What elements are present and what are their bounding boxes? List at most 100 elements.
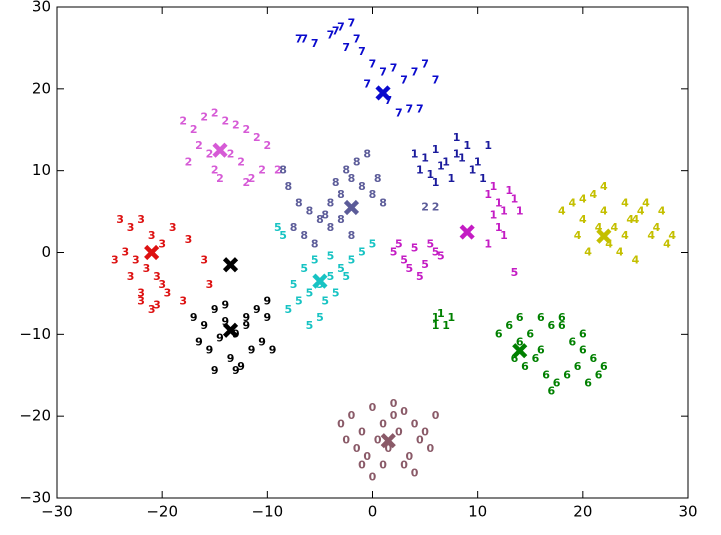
- point: 9: [211, 303, 219, 316]
- point: 1: [448, 172, 456, 185]
- point: 6: [526, 327, 534, 340]
- point: 4: [579, 192, 587, 205]
- point: 5: [332, 286, 340, 299]
- point: 0: [405, 450, 413, 463]
- point: 3: [137, 295, 145, 308]
- point: 5: [437, 250, 445, 263]
- point: 8: [358, 180, 366, 193]
- point: 0: [358, 458, 366, 471]
- point: 1: [442, 319, 450, 332]
- point: 3: [122, 246, 130, 259]
- point: 8: [337, 213, 345, 226]
- point: 3: [127, 221, 135, 234]
- point: 1: [437, 160, 445, 173]
- point: 0: [395, 426, 403, 439]
- point: 7: [411, 65, 419, 78]
- point: 4: [642, 196, 650, 209]
- point: 1: [490, 180, 498, 193]
- point: 5: [432, 246, 440, 259]
- point: 5: [279, 229, 287, 242]
- point: 3: [200, 254, 208, 267]
- point: 3: [169, 221, 177, 234]
- point: 1: [437, 307, 445, 320]
- point: 9: [232, 364, 240, 377]
- point: 9: [264, 295, 272, 308]
- point: 9: [258, 336, 266, 349]
- point: 7: [358, 45, 366, 58]
- point: 6: [537, 344, 545, 357]
- x-tick-label: −30: [41, 503, 73, 521]
- point: 4: [611, 221, 619, 234]
- point: 8: [306, 205, 314, 218]
- point: 0: [374, 434, 382, 447]
- point: 6: [521, 360, 529, 373]
- point: 0: [400, 458, 408, 471]
- center-marker: [459, 224, 475, 240]
- point: 5: [348, 254, 356, 267]
- point: 8: [327, 196, 335, 209]
- y-tick-label: 0: [41, 243, 51, 261]
- point: 6: [537, 311, 545, 324]
- point: 1: [427, 168, 435, 181]
- point: 7: [416, 102, 424, 115]
- center-marker: [512, 343, 528, 359]
- point: 9: [200, 319, 208, 332]
- point: 0: [358, 426, 366, 439]
- point: 6: [600, 360, 608, 373]
- point: 2: [253, 131, 261, 144]
- point: 5: [337, 262, 345, 275]
- point: 1: [495, 196, 503, 209]
- center-marker: [312, 273, 328, 289]
- point: 6: [495, 327, 503, 340]
- point: 1: [421, 151, 429, 164]
- point: 5: [290, 278, 298, 291]
- point: 5: [405, 262, 413, 275]
- point: 0: [379, 458, 387, 471]
- center-marker: [144, 244, 160, 261]
- point: 7: [295, 33, 303, 46]
- point: 7: [379, 65, 387, 78]
- point: 8: [348, 229, 356, 242]
- point: 8: [348, 172, 356, 185]
- point: 3: [179, 295, 187, 308]
- point: 7: [332, 25, 340, 38]
- point: 6: [505, 319, 513, 332]
- point: 9: [264, 311, 272, 324]
- point: 8: [316, 213, 324, 226]
- center-marker: [343, 199, 360, 216]
- point: 9: [206, 344, 214, 357]
- point: 4: [663, 237, 671, 250]
- point: 4: [600, 205, 608, 218]
- point: 5: [300, 262, 308, 275]
- point: 4: [632, 213, 640, 226]
- point: 9: [221, 315, 229, 328]
- point: 5: [311, 254, 319, 267]
- x-tick-label: 20: [573, 503, 592, 521]
- point: 8: [332, 176, 340, 189]
- point: 2: [206, 147, 214, 160]
- point: 7: [327, 29, 335, 42]
- point: 8: [295, 196, 303, 209]
- point: 6: [574, 360, 582, 373]
- point: 2: [195, 139, 203, 152]
- y-tick-label: 30: [32, 0, 51, 16]
- point: 1: [505, 184, 513, 197]
- point: 5: [327, 270, 335, 283]
- point: 2: [432, 200, 440, 213]
- y-tick-label: −30: [19, 489, 51, 507]
- point: 8: [363, 147, 371, 160]
- point: 5: [421, 258, 429, 271]
- point: 9: [195, 336, 203, 349]
- point: 2: [200, 110, 208, 123]
- point: 4: [621, 229, 629, 242]
- point: 2: [242, 123, 250, 136]
- point: 9: [253, 303, 261, 316]
- point: 1: [479, 172, 487, 185]
- point: 7: [300, 33, 308, 46]
- point: 8: [337, 188, 345, 201]
- point: 5: [400, 254, 408, 267]
- point: 3: [164, 286, 172, 299]
- point: 1: [453, 147, 461, 160]
- point: 4: [579, 213, 587, 226]
- point: 1: [500, 229, 508, 242]
